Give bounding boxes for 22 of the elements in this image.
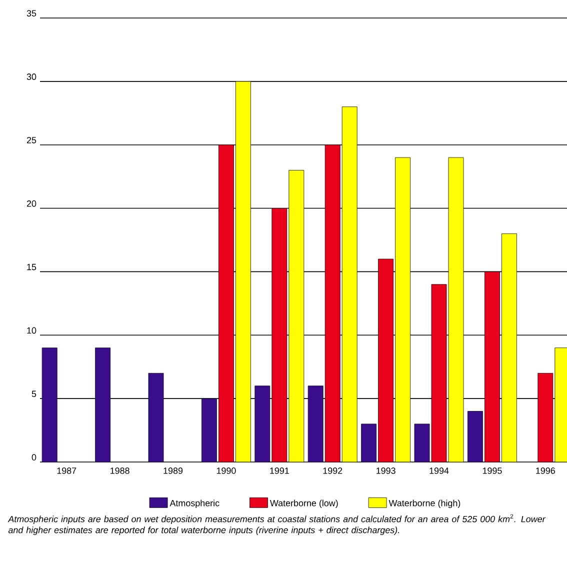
legend-label: Waterborne (low) xyxy=(270,500,338,508)
y-tick-label: 30 xyxy=(26,74,36,80)
y-tick-label: 10 xyxy=(27,327,36,334)
x-tick-label: 1994 xyxy=(430,468,449,474)
x-tick-label: 1989 xyxy=(164,468,183,474)
x-tick-label: 1995 xyxy=(482,468,502,474)
y-tick-label: 15 xyxy=(27,264,36,270)
y-tick-label: 5 xyxy=(32,390,36,398)
x-tick-label: 1987 xyxy=(57,468,76,474)
x-tick-label: 1996 xyxy=(536,468,555,474)
y-tick-label: 0 xyxy=(32,454,36,460)
text: Atmospheric inputs are based on wet deposition measurements at coastal stations and calculated for an area of 525 000 km$^{2}$. Lower and higher estimates are reported for total waterborne inputs (riverine inputs + direct discharges). xyxy=(8,514,546,535)
y-tick-label: 20 xyxy=(26,200,36,207)
x-tick-label: 1993 xyxy=(376,468,396,474)
x-tick-label: 1992 xyxy=(323,468,342,474)
x-tick-label: 1990 xyxy=(216,468,236,474)
legend-label: Waterborne (high) xyxy=(388,500,460,508)
x-tick-label: 1991 xyxy=(270,468,289,474)
x-tick-label: 1988 xyxy=(110,468,130,474)
y-tick-label: 25 xyxy=(26,136,36,144)
legend-label: Atmospheric xyxy=(170,500,220,508)
y-tick-label: 35 xyxy=(26,10,36,16)
